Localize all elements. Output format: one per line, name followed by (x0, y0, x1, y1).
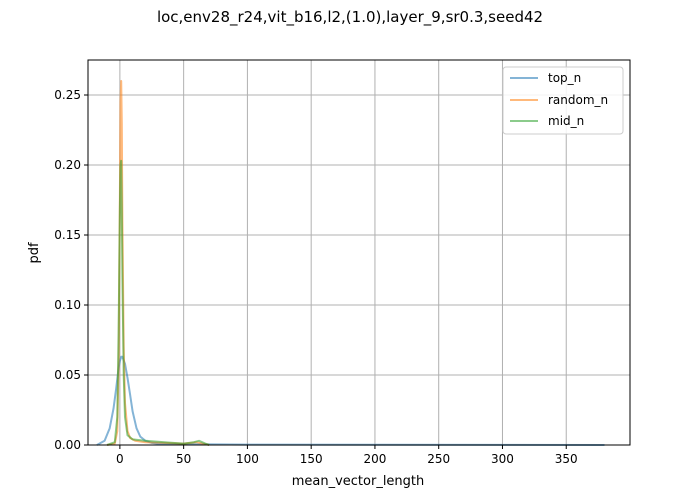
x-tick-label: 300 (491, 452, 514, 466)
x-tick-label: 250 (427, 452, 450, 466)
legend-label-top-n: top_n (548, 71, 581, 85)
axes: 0 50 100 150 200 250 300 350 0.00 0.05 0.10 0.15 0.2… (54, 88, 577, 466)
y-tick-label: 0.10 (54, 298, 81, 312)
x-tick-label: 150 (300, 452, 323, 466)
legend-label-random-n: random_n (548, 93, 608, 107)
x-tick-label: 100 (236, 452, 259, 466)
y-tick-label: 0.20 (54, 158, 81, 172)
legend: top_n random_n mid_n (502, 66, 624, 135)
y-tick-label: 0.05 (54, 368, 81, 382)
x-tick-label: 350 (555, 452, 578, 466)
legend-label-mid-n: mid_n (548, 114, 584, 128)
x-tick-label: 200 (363, 452, 386, 466)
x-tick-label: 0 (116, 452, 124, 466)
x-tick-label: 50 (176, 452, 191, 466)
legend-frame (502, 66, 624, 135)
plot-frame (87, 59, 631, 446)
x-axis-label: mean_vector_length (292, 474, 425, 489)
chart-title: loc,env28_r24,vit_b16,l2,(1.0),layer_9,s… (157, 8, 543, 27)
y-tick-label: 0.25 (54, 88, 81, 102)
y-axis-label: pdf (27, 242, 42, 264)
series-line-mid-n (106, 159, 210, 446)
y-tick-label: 0.00 (54, 438, 81, 452)
y-tick-label: 0.15 (54, 228, 81, 242)
series-group (96, 80, 605, 446)
